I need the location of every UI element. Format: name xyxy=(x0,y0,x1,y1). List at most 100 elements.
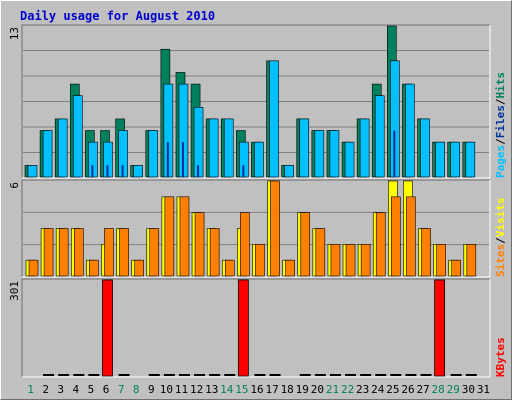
y-axis-labels: 13 6 301 xyxy=(8,27,21,301)
legend-2: KBytes xyxy=(494,337,507,377)
bar-kbytes xyxy=(405,374,417,376)
bar-pages xyxy=(242,165,245,177)
bar-sites xyxy=(119,228,129,277)
x-tick-label: 10 xyxy=(160,383,173,396)
bar-files xyxy=(420,118,430,178)
bar-sites xyxy=(451,259,462,277)
chart-title: Daily usage for August 2010 xyxy=(20,9,215,23)
bar-kbytes xyxy=(329,374,341,376)
bar-sites xyxy=(28,259,39,277)
bar-pages xyxy=(197,165,200,177)
x-tick-label: 21 xyxy=(326,383,339,396)
bar-files xyxy=(133,165,143,178)
bar-kbytes xyxy=(375,374,387,376)
bar-sites xyxy=(315,228,326,277)
bar-files xyxy=(299,118,310,178)
bar-kbytes xyxy=(360,374,372,376)
x-tick-label: 18 xyxy=(281,383,294,396)
panel-frame-highlight xyxy=(22,25,491,179)
bar-sites xyxy=(255,244,265,277)
bar-files xyxy=(208,118,219,178)
bar-kbytes xyxy=(345,374,357,376)
x-tick-label: 11 xyxy=(175,383,188,396)
bar-kbytes xyxy=(465,374,477,376)
bar-kbytes xyxy=(148,374,160,376)
bar-sites xyxy=(375,212,386,277)
bar-sites xyxy=(104,228,114,277)
y-axis-top-label: 301 xyxy=(8,281,21,301)
x-tick-label: 8 xyxy=(133,383,140,396)
bar-files xyxy=(435,141,445,178)
legend-1: Sites/Visits xyxy=(494,198,507,278)
bar-kbytes xyxy=(43,374,55,376)
x-tick-label: 16 xyxy=(250,383,263,396)
bar-kbytes xyxy=(299,374,311,376)
bar-files xyxy=(465,141,476,178)
legend-0: Pages/Files/Hits xyxy=(494,72,507,178)
panel-frame-highlight xyxy=(22,279,491,378)
bar-files xyxy=(450,141,461,178)
x-tick-label: 26 xyxy=(401,383,414,396)
x-tick-label: 23 xyxy=(356,383,369,396)
bar-sites xyxy=(134,259,144,277)
bar-files xyxy=(254,141,264,178)
bar-sites xyxy=(58,228,69,277)
bar-files xyxy=(359,118,370,178)
x-tick-label: 24 xyxy=(371,383,385,396)
x-tick-label: 15 xyxy=(235,383,248,396)
bar-sites xyxy=(240,212,250,277)
x-tick-label: 25 xyxy=(386,383,399,396)
x-tick-label: 9 xyxy=(148,383,155,396)
bar-pages xyxy=(91,165,94,177)
data-bars xyxy=(24,25,477,377)
x-tick-label: 20 xyxy=(311,383,324,396)
legend-entry-hits: Hits xyxy=(494,72,507,99)
x-tick-label: 14 xyxy=(220,383,234,396)
bar-files xyxy=(57,118,68,178)
bar-kbytes xyxy=(58,374,70,376)
bar-sites xyxy=(270,180,280,277)
bar-files xyxy=(223,118,234,178)
x-tick-label: 7 xyxy=(118,383,125,396)
y-axis-top-label: 13 xyxy=(8,27,21,40)
bar-sites xyxy=(164,196,175,277)
bar-files xyxy=(344,141,355,178)
y-axis-top-label: 6 xyxy=(8,182,21,189)
bar-sites xyxy=(466,244,477,277)
bar-files xyxy=(314,130,325,178)
x-tick-label: 3 xyxy=(57,383,64,396)
panel-frame-shadow xyxy=(21,278,490,377)
bar-kbytes xyxy=(254,374,266,376)
legend-separator: / xyxy=(494,237,507,244)
bar-sites xyxy=(179,196,190,277)
bar-kbytes xyxy=(420,374,432,376)
x-tick-label: 29 xyxy=(447,383,460,396)
bar-sites xyxy=(285,259,295,277)
bar-sites xyxy=(360,244,371,277)
x-tick-label: 17 xyxy=(265,383,278,396)
x-tick-label: 22 xyxy=(341,383,354,396)
bar-kbytes xyxy=(269,374,281,376)
bar-kbytes xyxy=(118,374,130,376)
bar-kbytes xyxy=(194,374,206,376)
bar-sites xyxy=(300,212,311,277)
x-tick-label: 5 xyxy=(88,383,95,396)
x-axis-day-labels: 1 2 3 4 5 6 7 8 9 10 11 12 13 14 15 16 17 18 19 20 21 22 23 24 2… xyxy=(27,383,490,396)
bar-sites xyxy=(149,228,160,277)
x-tick-label: 30 xyxy=(462,383,475,396)
bar-sites xyxy=(209,228,220,277)
x-tick-label: 13 xyxy=(205,383,218,396)
bar-files xyxy=(329,130,340,178)
bar-sites xyxy=(89,259,99,277)
bar-files xyxy=(42,130,53,178)
x-tick-label: 31 xyxy=(477,383,490,396)
bar-pages xyxy=(121,165,124,177)
legend-entry-kbytes: KBytes xyxy=(494,337,507,377)
bar-sites xyxy=(224,259,235,277)
bar-kbytes xyxy=(178,374,190,376)
bar-sites xyxy=(391,196,401,277)
x-tick-label: 6 xyxy=(103,383,110,396)
bar-kbytes xyxy=(434,279,446,377)
